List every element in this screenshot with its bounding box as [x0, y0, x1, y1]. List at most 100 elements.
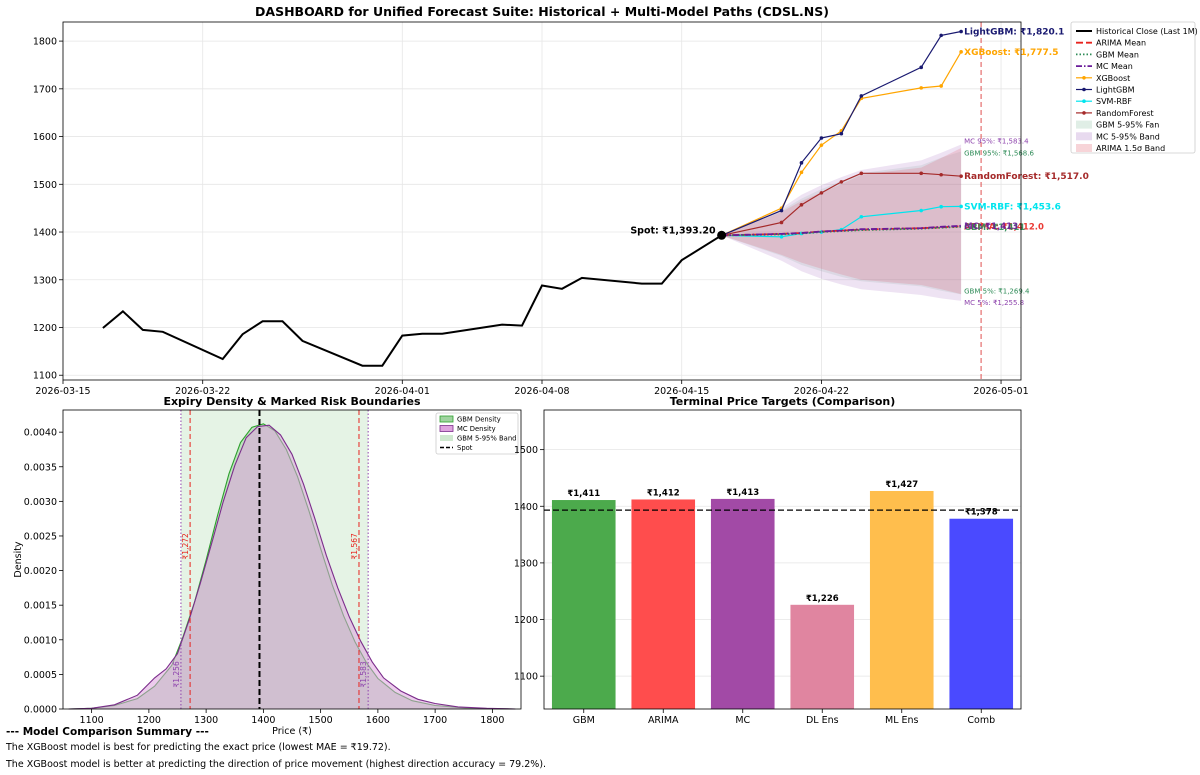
- legend-label: MC 5-95% Band: [1096, 132, 1160, 141]
- spot-marker: [717, 230, 727, 240]
- legend-label: ARIMA 1.5σ Band: [1096, 144, 1165, 153]
- bar-arima: [631, 499, 696, 709]
- plot-frame: [543, 409, 1022, 710]
- model-point-xgboost: [939, 84, 943, 88]
- y-tick-label: 1800: [33, 37, 57, 48]
- legend-swatch: [1076, 144, 1092, 152]
- x-tick-label: GBM: [573, 715, 595, 726]
- bar-mc: [710, 498, 775, 709]
- band-upper-label: GBM 95%: ₹1,568.6: [964, 150, 1034, 158]
- band-gbm-5-95-fan: [721, 151, 962, 295]
- end-label-lightgbm: LightGBM: ₹1,820.1: [964, 27, 1064, 37]
- y-tick-label: 0.0040: [24, 428, 57, 439]
- x-tick-label: 2026-03-22: [175, 386, 230, 397]
- model-point-svm-rbf: [959, 204, 963, 209]
- legend-swatch-marker: [1082, 76, 1086, 80]
- x-tick-label: 1500: [309, 715, 333, 726]
- x-tick-label: 1100: [80, 715, 104, 726]
- y-tick-label: 1200: [33, 323, 57, 334]
- x-tick-label: MC: [735, 715, 750, 726]
- x-tick-label: 2026-05-01: [973, 386, 1028, 397]
- y-tick-label: 1500: [514, 445, 538, 456]
- y-tick-label: 0.0000: [24, 705, 57, 716]
- model-point-svm-rbf: [779, 235, 784, 239]
- bar-value-label: ₹1,378: [965, 508, 998, 518]
- density-area-mc-density: [68, 425, 516, 709]
- end-label-gbm-mean: GBM: ₹1,411: [964, 223, 1025, 233]
- model-point-lightgbm: [859, 94, 864, 98]
- model-point-randomforest: [919, 171, 924, 176]
- bar-dl-ens: [790, 604, 855, 709]
- legend-label: GBM 5-95% Fan: [1096, 121, 1159, 130]
- y-tick-label: 1500: [33, 180, 57, 191]
- risk-marker-label: ₹1,256: [172, 661, 181, 687]
- legend-label: Historical Close (Last 1M): [1096, 27, 1198, 36]
- legend-swatch: [440, 435, 453, 441]
- model-point-xgboost: [919, 86, 924, 90]
- band-mc-5-95-band: [721, 144, 962, 301]
- end-label-randomforest: RandomForest: ₹1,517.0: [964, 172, 1089, 182]
- model-point-randomforest: [779, 220, 784, 225]
- model-point-lightgbm: [959, 29, 963, 34]
- x-tick-label: 1300: [194, 715, 218, 726]
- risk-marker-label: ₹1,567: [350, 533, 359, 559]
- model-point-xgboost: [799, 170, 804, 175]
- x-tick-label: 2026-04-08: [514, 386, 569, 397]
- model-point-svm-rbf: [919, 208, 924, 213]
- x-tick-label: 1400: [251, 715, 275, 726]
- y-tick-label: 1200: [514, 615, 538, 626]
- historical-close-line: [102, 234, 723, 367]
- legend-label: SVM-RBF: [1096, 97, 1132, 106]
- legend-label: GBM Density: [457, 416, 501, 424]
- legend-label: GBM 5-95% Band: [457, 435, 516, 443]
- legend-label: Spot: [457, 444, 473, 452]
- model-point-lightgbm: [779, 208, 784, 213]
- x-tick-label: 1800: [480, 715, 504, 726]
- legend-swatch: [439, 415, 454, 423]
- y-tick-label: 1700: [33, 84, 57, 95]
- model-point-randomforest: [799, 203, 804, 207]
- mean-line-mc-mean: [721, 224, 962, 237]
- bar-comb: [949, 518, 1014, 709]
- model-point-lightgbm: [839, 131, 844, 136]
- terminal-price-bar-chart: 1100 1200 1300 1400 1500 ₹1,411 GBM ₹1,412 ARIMA…: [514, 395, 1022, 726]
- y-tick-label: 1100: [514, 672, 538, 683]
- model-point-randomforest: [839, 180, 844, 184]
- legend-label: MC Mean: [1096, 62, 1133, 71]
- legend-label: MC Density: [457, 425, 496, 433]
- legend-label: GBM Mean: [1096, 50, 1139, 59]
- band-arima-1-5-band: [721, 148, 962, 295]
- end-label-svm-rbf: SVM-RBF: ₹1,453.6: [964, 202, 1061, 212]
- chart-title: DASHBOARD for Unified Forecast Suite: Hi…: [255, 4, 829, 19]
- model-point-lightgbm: [919, 65, 924, 70]
- bar-value-label: ₹1,413: [726, 488, 759, 498]
- model-point-randomforest: [959, 174, 963, 178]
- y-tick-label: 0.0010: [24, 635, 57, 646]
- spot-label: Spot: ₹1,393.20: [630, 225, 716, 236]
- y-tick-label: 0.0025: [24, 531, 57, 542]
- x-tick-label: ML Ens: [885, 715, 919, 726]
- y-tick-label: 1400: [33, 228, 57, 239]
- x-axis-label: Price (₹): [272, 726, 312, 737]
- end-label-xgboost: XGBoost: ₹1,777.5: [964, 48, 1058, 58]
- bar-value-label: ₹1,226: [806, 594, 839, 604]
- bar-value-label: ₹1,412: [647, 488, 680, 498]
- model-point-svm-rbf: [859, 214, 864, 219]
- legend-swatch-marker: [1082, 87, 1086, 92]
- legend-label: XGBoost: [1096, 74, 1130, 83]
- x-tick-label: 1600: [366, 715, 390, 726]
- x-tick-label: 1200: [137, 715, 161, 726]
- legend-box: [1070, 21, 1196, 154]
- legend-swatch-marker: [1082, 99, 1086, 103]
- x-tick-label: 2026-04-22: [794, 386, 849, 397]
- legend-label: RandomForest: [1096, 109, 1154, 118]
- legend-label: LightGBM: [1096, 86, 1135, 95]
- y-tick-label: 1400: [514, 502, 538, 513]
- model-point-randomforest: [939, 172, 943, 177]
- x-tick-label: ARIMA: [648, 715, 679, 726]
- x-tick-label: Comb: [967, 715, 995, 726]
- summary-title: --- Model Comparison Summary ---: [6, 726, 209, 738]
- summary-line-direction: The XGBoost model is better at predictin…: [6, 759, 547, 770]
- legend-swatch: [439, 425, 454, 432]
- legend: Historical Close (Last 1M) ARIMA Mean GBM …: [1070, 21, 1198, 154]
